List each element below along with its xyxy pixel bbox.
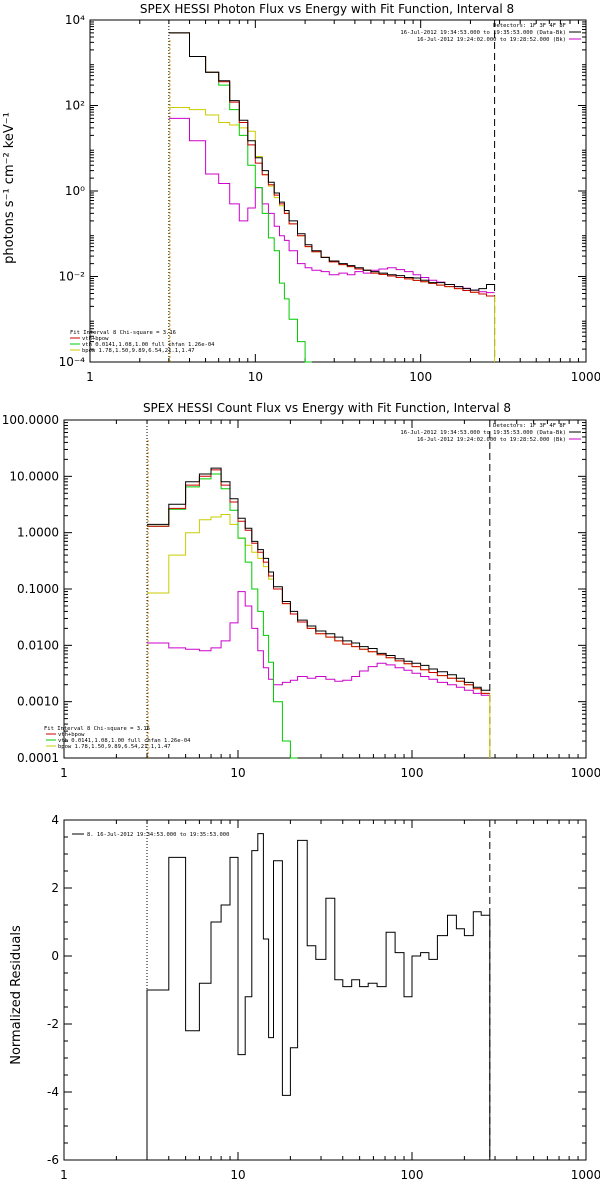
y-tick-label: -4 <box>47 1085 59 1099</box>
x-tick-label: 100 <box>401 766 424 780</box>
legend-top-right-text: Detectors: 1F 3F 4F 8F <box>493 23 566 29</box>
series-bpow-line <box>147 514 491 758</box>
plot-frame <box>63 419 587 759</box>
x-tick-label: 1 <box>86 370 94 384</box>
y-tick-label: -2 <box>47 1017 59 1031</box>
legend-text: 8. 16-Jul-2012 19:34:53.000 to 19:35:53.… <box>87 832 229 838</box>
y-tick-label: 2 <box>51 881 59 895</box>
y-tick-label: 10⁻⁴ <box>59 355 86 369</box>
series-bkg-line <box>147 591 490 696</box>
legend-bottom-left-text: bpow 1.78,1.50,9.89,6.54,21.1,1.47 <box>58 744 171 750</box>
panel-1: 1 10 100 1000 10⁻⁴ 10⁻² 10⁰ 10² 10⁴ Detectors: 1F… <box>59 13 600 384</box>
series-bpow-line <box>168 107 496 362</box>
y-tick-label: 10⁻² <box>59 270 86 284</box>
legend-bottom-left-text: vth 0.0141,1.08,1.00 full chfan 1.26e-04 <box>82 342 215 348</box>
legend-top-right-text: 16-Jul-2012 19:24:02.000 to 19:28:52.000… <box>417 37 566 43</box>
legend-bottom-left-text: Fit Interval 8 Chi-square = 3.16 <box>70 330 176 336</box>
panel-2: 1 10 100 1000 0.0001 0.0010 0.0100 0.1000 1.0000… <box>2 413 600 780</box>
y-tick-label: 100.0000 <box>2 413 59 427</box>
legend-bottom-left-text: bpow 1.78,1.50,9.89,6.54,21.1,1.47 <box>82 348 195 354</box>
series-total-line <box>146 833 491 1160</box>
plot-frame <box>63 819 587 1161</box>
plot-frame <box>89 19 587 363</box>
series-sum-line <box>147 469 490 694</box>
series-total-line <box>168 32 495 291</box>
y-tick-label: 1.0000 <box>17 526 59 540</box>
y-tick-label: 10.0000 <box>9 469 59 483</box>
y-tick-label: -6 <box>47 1153 59 1167</box>
x-tick-label: 10 <box>248 370 263 384</box>
series-bkg-line <box>168 117 495 294</box>
y-tick-label: 0 <box>51 949 59 963</box>
y-tick-label: 10⁰ <box>65 184 85 198</box>
legend-bottom-left-text: Fit Interval 8 Chi-square = 3.16 <box>44 726 150 732</box>
legend-bottom-left-text: vth+bpow <box>82 336 109 342</box>
legend-top-right-text: 16-Jul-2012 19:34:53.000 to 19:35:53.000… <box>400 30 566 36</box>
x-tick-label: 1000 <box>571 1168 600 1182</box>
x-tick-label: 10 <box>230 766 245 780</box>
x-tick-label: 1 <box>60 1168 68 1182</box>
legend-top-right-text: Detectors: 1F 3F 4F 8F <box>493 423 566 429</box>
photon-y-axis-label: photons s⁻¹ cm⁻² keV⁻¹ <box>2 112 17 264</box>
panel-3: 1 10 100 1000 -6 -4 -2 0 2 4 8. 16-Jul-2012 19:34:… <box>47 813 600 1182</box>
x-tick-label: 10 <box>230 1168 245 1182</box>
legend-bottom-left-text: vth+bpow <box>58 732 85 738</box>
x-tick-label: 1000 <box>571 370 600 384</box>
y-tick-label: 0.1000 <box>17 582 59 596</box>
y-tick-label: 10⁴ <box>65 13 85 27</box>
y-tick-label: 0.0001 <box>17 751 59 765</box>
photon-chart-title: SPEX HESSI Photon Flux vs Energy with Fi… <box>140 2 514 16</box>
series-vth-line <box>168 32 312 363</box>
x-tick-label: 1000 <box>571 766 600 780</box>
count-chart-title: SPEX HESSI Count Flux vs Energy with Fit… <box>143 401 511 415</box>
series-vth-line <box>147 473 298 759</box>
legend-top-right-text: 16-Jul-2012 19:24:02.000 to 19:28:52.000… <box>417 437 566 443</box>
y-tick-label: 0.0100 <box>17 638 59 652</box>
x-tick-label: 1 <box>60 766 68 780</box>
legend-top-right-text: 16-Jul-2012 19:34:53.000 to 19:35:53.000… <box>400 430 566 436</box>
series-total-line <box>147 467 490 691</box>
x-tick-label: 100 <box>409 370 432 384</box>
y-tick-label: 4 <box>51 813 59 827</box>
y-tick-label: 0.0010 <box>17 695 59 709</box>
x-tick-label: 100 <box>401 1168 424 1182</box>
legend-bottom-left-text: vth 0.0141,1.08,1.00 full chfan 1.26e-04 <box>58 738 191 744</box>
residual-y-axis-label: Normalized Residuals <box>9 925 24 1065</box>
y-tick-label: 10² <box>65 99 85 113</box>
